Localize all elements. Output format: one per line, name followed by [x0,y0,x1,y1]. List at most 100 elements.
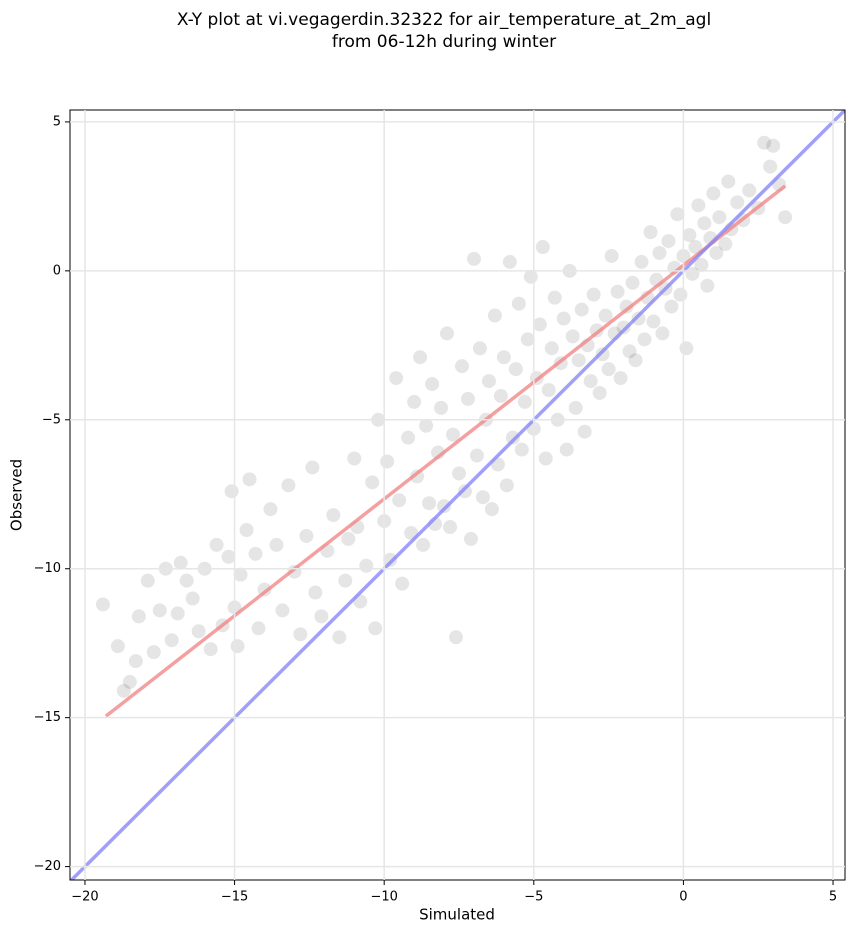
point [359,558,374,573]
point [586,287,601,302]
point [95,597,110,612]
point [601,362,616,377]
point [191,624,206,639]
point [347,451,362,466]
point [440,326,455,341]
point [673,287,688,302]
point [574,302,589,317]
point [425,377,440,392]
y-tick-label: −15 [34,710,61,725]
point [419,418,434,433]
point [541,383,556,397]
point [481,374,496,389]
point [568,400,583,415]
reference-line [104,184,787,718]
point [269,537,284,552]
point [583,374,598,389]
point [616,320,631,335]
point [499,478,514,493]
point [682,228,697,243]
point [401,430,416,445]
point [532,317,547,332]
point [718,237,733,252]
point [146,645,161,660]
point [209,537,224,552]
point [326,508,341,523]
point [341,531,356,546]
point [152,603,167,618]
point [544,341,559,356]
point [643,225,658,240]
point [487,308,502,323]
point [110,639,125,654]
point [496,350,511,365]
point [170,606,185,621]
point [778,210,793,225]
point [416,537,431,552]
point [407,394,422,409]
x-tick-label: −15 [221,890,248,905]
point [517,394,532,409]
point [305,460,320,475]
point [634,254,649,269]
plot-area [70,110,845,880]
y-axis-label: Observed [8,459,26,531]
point [688,240,703,255]
point [463,531,478,546]
point [281,478,296,493]
point [694,257,709,272]
point [338,573,353,588]
x-tick-label: 0 [679,890,687,905]
point [514,442,529,457]
point [610,284,625,299]
x-tick-label: −5 [524,890,543,905]
point [164,633,179,648]
point [628,353,643,368]
point [122,674,137,689]
point [410,469,425,484]
point [443,520,458,535]
point [565,329,580,344]
point [446,427,461,442]
point [263,502,278,517]
point [173,555,188,570]
point [224,484,239,499]
point [631,311,646,326]
point [251,621,266,636]
y-tick-label: −5 [42,412,61,427]
point [475,490,490,505]
point [763,159,778,174]
point [484,502,499,517]
point [670,207,685,222]
point [493,388,508,403]
point [559,442,574,457]
x-tick-label: −10 [370,890,397,905]
chart-subtitle: from 06-12h during winter [332,32,556,52]
point [275,603,290,618]
x-tick-label: −20 [71,890,98,905]
point [592,385,607,400]
point [472,341,487,356]
point [422,496,437,511]
point [709,245,724,260]
y-tick-label: 0 [53,263,61,278]
point [577,424,592,439]
point [308,585,323,600]
point [299,528,314,543]
point [595,347,610,362]
point [185,591,200,606]
point [221,549,236,564]
point [116,683,131,698]
point [700,278,715,293]
point [449,630,464,645]
point [502,254,517,269]
point [233,567,248,582]
point [293,627,308,642]
point [766,138,781,153]
x-tick-label: 5 [829,890,837,905]
point [706,186,721,201]
point [646,314,661,329]
point [625,275,640,290]
point [437,499,452,514]
point [392,493,407,508]
